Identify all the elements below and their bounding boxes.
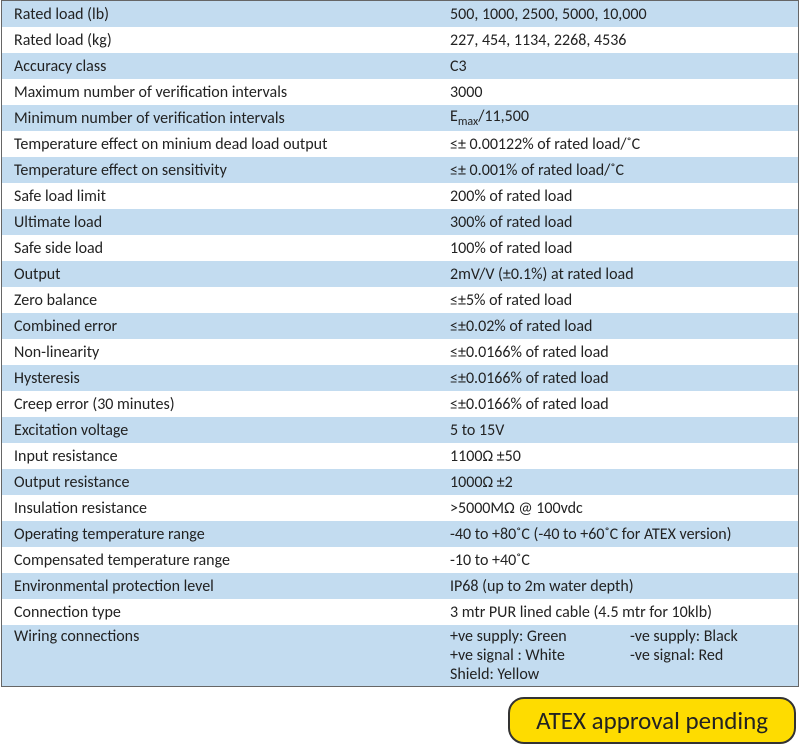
wiring-a: +ve supply: Green xyxy=(450,627,610,646)
table-row: Ultimate load 300% of rated load xyxy=(2,209,798,235)
spec-label: Creep error (30 minutes) xyxy=(2,393,450,416)
spec-label: Rated load (lb) xyxy=(2,3,450,26)
spec-value: C3 xyxy=(450,55,798,78)
spec-value: 3000 xyxy=(450,81,798,104)
table-row: Combined error ≤±0.02% of rated load xyxy=(2,313,798,339)
spec-value: 5 to 15V xyxy=(450,419,798,442)
table-row: Input resistance 1100Ω ±50 xyxy=(2,443,798,469)
spec-label: Output resistance xyxy=(2,471,450,494)
table-row: Output 2mV/V (±0.1%) at rated load xyxy=(2,261,798,287)
spec-value: IP68 (up to 2m water depth) xyxy=(450,575,798,598)
badge-row: ATEX approval pending xyxy=(0,697,796,744)
spec-label: Hysteresis xyxy=(2,367,450,390)
spec-value: ≤± 0.00122% of rated load/˚C xyxy=(450,133,798,156)
spec-value: ≤± 0.001% of rated load/˚C xyxy=(450,159,798,182)
spec-label: Accuracy class xyxy=(2,55,450,78)
table-row: Safe side load 100% of rated load xyxy=(2,235,798,261)
spec-label: Wiring connections xyxy=(2,625,450,648)
spec-value: +ve supply: Green -ve supply: Black +ve … xyxy=(450,625,798,686)
spec-value: >5000MΩ @ 100vdc xyxy=(450,497,798,520)
spec-value: ≤±0.0166% of rated load xyxy=(450,367,798,390)
table-row: Maximum number of verification intervals… xyxy=(2,79,798,105)
table-row: Accuracy class C3 xyxy=(2,53,798,79)
spec-label: Rated load (kg) xyxy=(2,29,450,52)
spec-label: Excitation voltage xyxy=(2,419,450,442)
spec-value: 3 mtr PUR lined cable (4.5 mtr for 10klb… xyxy=(450,601,798,624)
spec-label: Ultimate load xyxy=(2,211,450,234)
table-row-wiring: Wiring connections +ve supply: Green -ve… xyxy=(2,625,798,686)
spec-label: Safe side load xyxy=(2,237,450,260)
table-row: Rated load (lb) 500, 1000, 2500, 5000, 1… xyxy=(2,1,798,27)
table-row: Insulation resistance >5000MΩ @ 100vdc xyxy=(2,495,798,521)
spec-label: Safe load limit xyxy=(2,185,450,208)
table-row: Temperature effect on minium dead load o… xyxy=(2,131,798,157)
spec-value: -10 to +40˚C xyxy=(450,549,798,572)
table-row: Non-linearity ≤±0.0166% of rated load xyxy=(2,339,798,365)
spec-value: 100% of rated load xyxy=(450,237,798,260)
table-row: Output resistance 1000Ω ±2 xyxy=(2,469,798,495)
spec-value: 500, 1000, 2500, 5000, 10,000 xyxy=(450,3,798,26)
wiring-a: +ve signal : White xyxy=(450,646,610,665)
spec-label: Compensated temperature range xyxy=(2,549,450,572)
spec-value: 300% of rated load xyxy=(450,211,798,234)
spec-label: Temperature effect on minium dead load o… xyxy=(2,133,450,156)
spec-label: Input resistance xyxy=(2,445,450,468)
spec-value: 227, 454, 1134, 2268, 4536 xyxy=(450,29,798,52)
spec-value: 2mV/V (±0.1%) at rated load xyxy=(450,263,798,286)
table-row: Operating temperature range -40 to +80˚C… xyxy=(2,521,798,547)
table-row: Environmental protection level IP68 (up … xyxy=(2,573,798,599)
wiring-a: Shield: Yellow xyxy=(450,665,610,684)
spec-value: ≤±0.0166% of rated load xyxy=(450,393,798,416)
spec-value: 1000Ω ±2 xyxy=(450,471,798,494)
spec-value: ≤±5% of rated load xyxy=(450,289,798,312)
table-row: Rated load (kg) 227, 454, 1134, 2268, 45… xyxy=(2,27,798,53)
spec-label: Maximum number of verification intervals xyxy=(2,81,450,104)
wiring-b: -ve supply: Black xyxy=(630,627,738,646)
table-row: Safe load limit 200% of rated load xyxy=(2,183,798,209)
table-row: Zero balance ≤±5% of rated load xyxy=(2,287,798,313)
table-row: Excitation voltage 5 to 15V xyxy=(2,417,798,443)
spec-value: 200% of rated load xyxy=(450,185,798,208)
table-row: Creep error (30 minutes) ≤±0.0166% of ra… xyxy=(2,391,798,417)
spec-value: ≤±0.0166% of rated load xyxy=(450,341,798,364)
spec-label: Operating temperature range xyxy=(2,523,450,546)
spec-label: Connection type xyxy=(2,601,450,624)
spec-value: 1100Ω ±50 xyxy=(450,445,798,468)
spec-value: -40 to +80˚C (-40 to +60˚C for ATEX vers… xyxy=(450,523,798,546)
table-row: Minimum number of verification intervals… xyxy=(2,105,798,131)
spec-label: Temperature effect on sensitivity xyxy=(2,159,450,182)
atex-badge: ATEX approval pending xyxy=(508,697,796,744)
wiring-b: -ve signal: Red xyxy=(630,646,723,665)
spec-label: Output xyxy=(2,263,450,286)
spec-label: Minimum number of verification intervals xyxy=(2,107,450,130)
spec-label: Combined error xyxy=(2,315,450,338)
spec-value: Emax/11,500 xyxy=(450,105,798,131)
table-row: Hysteresis ≤±0.0166% of rated load xyxy=(2,365,798,391)
spec-table: Rated load (lb) 500, 1000, 2500, 5000, 1… xyxy=(1,0,799,687)
spec-label: Non-linearity xyxy=(2,341,450,364)
spec-value: ≤±0.02% of rated load xyxy=(450,315,798,338)
table-row: Temperature effect on sensitivity ≤± 0.0… xyxy=(2,157,798,183)
table-row: Compensated temperature range -10 to +40… xyxy=(2,547,798,573)
spec-label: Zero balance xyxy=(2,289,450,312)
spec-label: Environmental protection level xyxy=(2,575,450,598)
table-row: Connection type 3 mtr PUR lined cable (4… xyxy=(2,599,798,625)
spec-label: Insulation resistance xyxy=(2,497,450,520)
